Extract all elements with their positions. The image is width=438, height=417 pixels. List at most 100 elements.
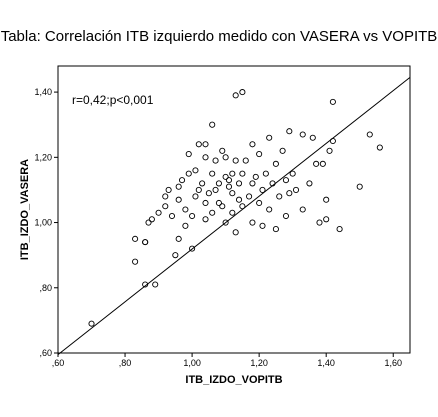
x-tick-label: 1,20	[250, 358, 268, 368]
data-point	[225, 177, 233, 184]
data-point	[152, 281, 159, 288]
data-point	[299, 131, 306, 138]
data-point	[313, 160, 320, 167]
data-point	[142, 281, 149, 288]
data-point	[239, 89, 246, 96]
data-point	[366, 131, 373, 138]
data-point	[262, 170, 269, 177]
data-point	[356, 183, 363, 190]
data-point	[209, 170, 216, 177]
data-point	[195, 141, 202, 148]
y-tick-label: ,60	[39, 348, 52, 358]
data-point	[178, 177, 186, 184]
data-point	[272, 226, 279, 233]
data-point	[205, 190, 212, 197]
data-point	[182, 222, 189, 229]
chart-title: Tabla: Correlación ITB izquierdo medido …	[0, 28, 438, 45]
x-axis-label: ITB_IZDO_VOPITB	[185, 374, 282, 386]
data-point	[132, 258, 139, 265]
data-point	[202, 199, 209, 207]
data-point	[88, 320, 95, 327]
data-point	[142, 239, 149, 246]
data-point	[185, 170, 192, 177]
data-point	[266, 206, 273, 213]
data-point	[282, 212, 290, 220]
x-tick-label: 1,40	[317, 358, 335, 368]
data-point	[215, 180, 222, 187]
y-tick-label: 1,20	[34, 152, 52, 162]
data-point	[192, 193, 199, 200]
data-point	[209, 209, 216, 216]
data-point	[326, 147, 333, 154]
data-point	[202, 154, 209, 161]
data-point	[232, 157, 239, 164]
data-point	[309, 134, 316, 141]
data-point	[279, 147, 286, 154]
data-point	[306, 180, 313, 187]
data-point	[212, 186, 219, 193]
data-point	[329, 137, 336, 145]
data-point	[249, 180, 256, 187]
data-point	[242, 157, 249, 164]
data-point	[175, 183, 182, 190]
data-point	[266, 134, 273, 141]
data-point	[175, 196, 182, 203]
data-point	[219, 203, 226, 210]
data-point	[148, 216, 155, 223]
data-point	[376, 144, 383, 151]
data-point	[239, 170, 246, 177]
data-point	[229, 170, 236, 177]
data-point	[316, 219, 323, 226]
data-point	[235, 196, 243, 203]
data-point	[155, 209, 162, 216]
data-point	[249, 141, 256, 148]
data-point	[235, 180, 243, 187]
data-point	[165, 186, 172, 193]
data-point	[289, 170, 296, 177]
data-point	[172, 252, 179, 259]
data-point	[192, 167, 199, 174]
data-point	[199, 180, 206, 187]
data-point	[276, 193, 283, 200]
data-point	[202, 141, 209, 148]
data-point	[232, 92, 239, 99]
data-point	[286, 190, 293, 197]
data-point	[212, 157, 219, 164]
data-point	[232, 229, 239, 236]
data-point	[256, 199, 263, 207]
data-point	[185, 151, 192, 158]
y-tick-label: ,80	[39, 283, 52, 293]
data-point	[189, 212, 196, 220]
data-point	[215, 199, 222, 207]
data-point	[175, 235, 182, 242]
x-tick-label: 1,60	[384, 358, 402, 368]
data-point	[336, 226, 343, 233]
correlation-annotation: r=0,42;p<0,001	[72, 93, 154, 107]
data-point	[292, 186, 300, 193]
fit-line	[57, 77, 411, 356]
data-point	[229, 209, 236, 216]
data-point	[323, 196, 330, 203]
data-point	[246, 193, 253, 200]
data-point	[329, 98, 336, 105]
x-tick-label: ,80	[119, 358, 132, 368]
data-point	[252, 173, 259, 180]
y-tick-label: 1,00	[34, 218, 52, 228]
data-point	[225, 183, 233, 190]
plot-frame	[57, 65, 411, 354]
data-point	[259, 186, 266, 193]
data-point	[286, 128, 293, 135]
data-point	[272, 160, 279, 167]
data-point	[132, 235, 139, 242]
y-axis-label: ITB_IZDO_VASERA	[19, 159, 31, 260]
data-point	[239, 203, 246, 210]
data-point	[256, 151, 263, 158]
y-tick-label: 1,40	[34, 87, 52, 97]
x-tick-label: 1,00	[183, 358, 201, 368]
data-point	[145, 219, 152, 226]
data-point	[222, 219, 229, 226]
data-point	[219, 147, 226, 154]
data-point	[209, 121, 216, 128]
data-point	[299, 206, 306, 213]
data-point	[202, 216, 209, 223]
